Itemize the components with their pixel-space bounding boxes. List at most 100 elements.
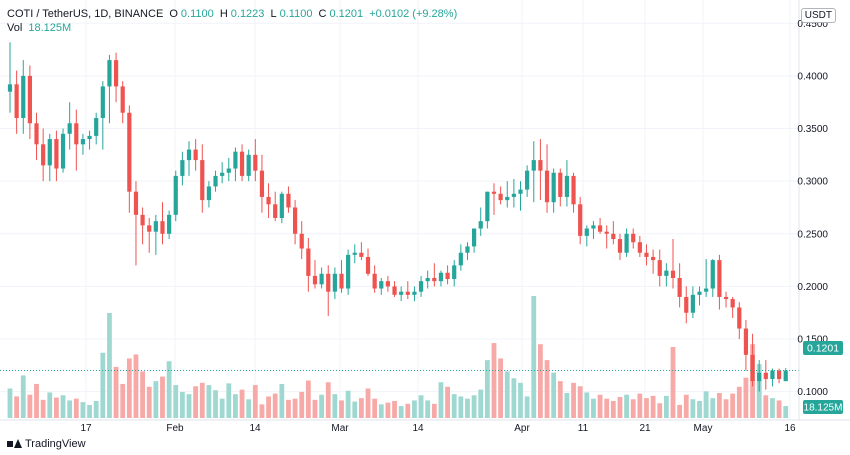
y-tick-label: 0.4000 [797,71,828,82]
volume-bar [378,404,384,418]
volume-bar [305,380,311,418]
y-tick-label: 0.1000 [797,387,828,398]
volume-bar [226,383,232,418]
volume-bar [770,398,775,418]
candle-body [399,291,404,295]
y-tick-label: 0.3500 [797,124,828,135]
candle-body [558,172,563,197]
volume-bar [339,400,344,418]
candle-body [372,273,377,289]
candle-body [180,160,185,176]
change-value: +0.0102 (+9.28%) [369,8,458,20]
volume-bar [783,406,789,418]
x-tick-label: 11 [578,423,589,434]
volume-bar [776,400,782,418]
symbol-title[interactable]: COTI / TetherUS, 1D, BINANCE [7,8,164,20]
volume-bar [292,398,298,418]
volume-bar [584,392,590,418]
candle-body [657,260,662,276]
candle-body [292,207,298,234]
volume-bar [630,399,636,418]
currency-button[interactable]: USDT [800,8,836,23]
volume-bar [14,396,20,418]
candle-body [425,278,430,282]
candle-body [597,225,603,232]
tradingview-logo[interactable]: TradingView [7,438,86,450]
candle-body [644,252,649,257]
volume-bar [511,378,517,418]
candle-body [538,160,543,171]
time-axis[interactable]: 17 Feb 14 Mar 14 Apr 11 21 May 16 [80,423,796,434]
y-tick-label: 0.3000 [797,177,828,188]
volume-bar [252,385,258,418]
volume-bar [723,399,729,418]
low-value: 0.1100 [279,8,313,20]
candle-body [173,175,178,215]
volume-bar [445,386,450,418]
candle-body [332,273,337,292]
price-axis[interactable]: 0.4500 0.4000 0.3500 0.3000 0.2500 0.2000 0.15… [797,19,828,398]
close-label: C [318,8,327,20]
candle-body [220,172,225,176]
candle-body [743,328,749,355]
volume-bar [438,382,444,418]
volume-bar [491,343,497,418]
candle-body [564,175,570,197]
volume-bar [763,395,769,418]
vol-value: 18.125M [28,22,72,34]
volume-bar [405,403,411,418]
candle-body [306,248,311,276]
candle-body [637,242,642,253]
volume-bar [47,392,53,418]
candle-body [67,123,72,134]
volume-bar [325,382,331,418]
candle-body [525,170,530,190]
volume-bar [571,382,576,418]
candle-body [763,372,768,380]
volume-bar [54,397,59,418]
volume-bar [219,398,225,418]
volume-bar [20,375,26,418]
volume-bar [206,385,212,418]
candle-body [279,193,284,218]
volume-bar [392,400,397,418]
volume-bar [657,403,663,418]
candle-body [631,233,636,243]
candle-body [776,370,782,380]
volume-bar [345,390,351,418]
candle-body [379,281,384,289]
volume-bar [677,404,683,418]
volume-bar [239,389,245,418]
candle-body [505,196,510,201]
volume-bar [418,395,424,418]
candle-body [710,260,715,289]
candle-body [690,294,695,313]
volume-bar [126,358,132,418]
high-value: 0.1223 [230,8,265,20]
volume-bar [365,388,371,418]
open-value: 0.1100 [180,8,214,20]
volume-bar [564,393,570,418]
volume-bar [518,382,523,418]
y-tick-label: 0.2000 [797,282,828,293]
candle-body [27,75,32,124]
volume-bar [259,404,265,418]
volume-bar [637,393,643,418]
candle-body [405,291,410,295]
volume-bar [213,390,218,418]
candle-body [432,278,437,282]
candle-body [14,84,19,118]
candle-body [670,270,676,278]
x-tick-label: 14 [412,423,424,434]
volume-bar [60,395,66,418]
volume-bars [7,295,789,418]
candle-body [352,252,357,255]
volume-bar [690,399,696,418]
candle-body [200,160,205,201]
candle-body [246,154,251,176]
candle-body [47,139,52,166]
volume-bar [663,395,669,418]
candle-body [491,191,497,194]
candle-body [140,214,145,226]
